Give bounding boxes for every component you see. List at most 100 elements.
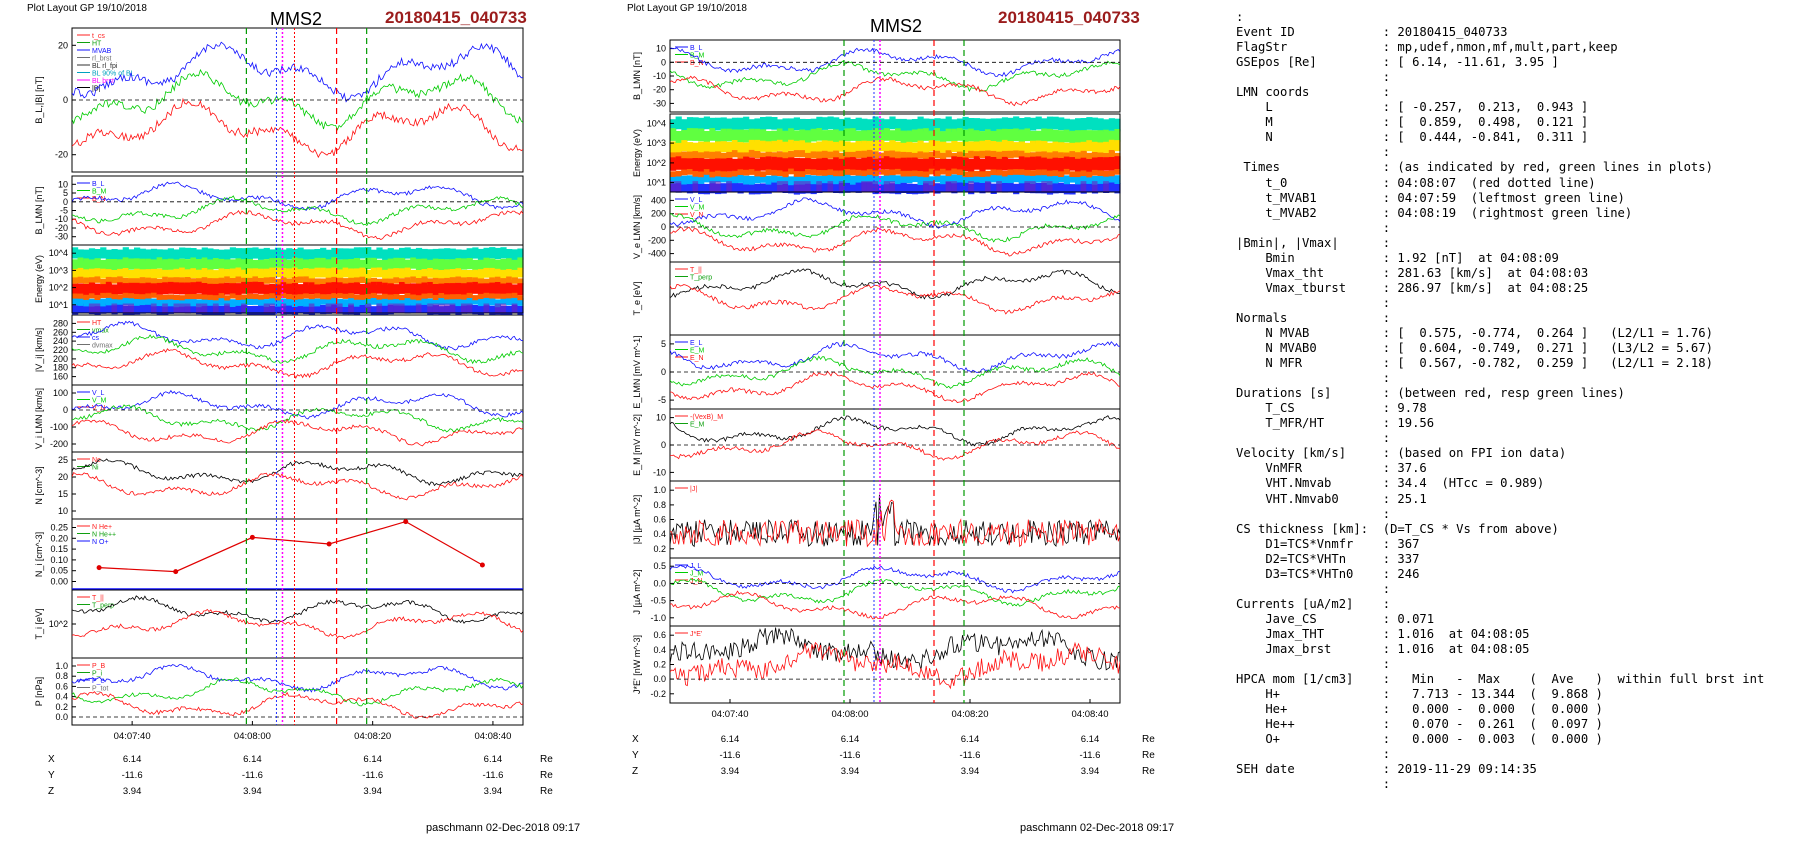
heatmap-cell [415,278,423,285]
heatmap-cell [404,267,411,278]
heatmap-cell [100,259,107,272]
heatmap-cell [105,249,112,261]
heatmap-cell [928,181,935,192]
heatmap-cell [483,278,490,286]
heatmap-cell [844,182,851,193]
heatmap-cell [816,158,823,172]
heatmap-cell [139,277,146,284]
y-tick-label: 0.0 [653,674,666,684]
heatmap-cell [258,294,265,300]
heatmap-cell [100,284,107,296]
heatmap-cell [342,305,349,315]
heatmap-cell [111,249,118,261]
heatmap-cell [1018,169,1025,175]
legend-entry: MVAB [92,48,112,55]
heatmap-cell [280,277,287,284]
heatmap-cell [883,156,890,170]
heatmap-cell [962,116,969,130]
legend-entry: BL 90% of BL [92,71,135,78]
heatmap-cell [207,248,214,260]
heatmap-cell [1063,168,1070,175]
heatmap-cell [805,119,812,132]
y-axis-label: N [cm^-3] [34,466,44,504]
summary-line: CS thickness [km]: (D=T_CS * Vs from abo… [1236,521,1559,536]
heatmap-cell [895,141,902,153]
heatmap-cell [370,306,377,316]
heatmap-cell [681,140,688,152]
heatmap-cell [1075,175,1082,185]
series-line [72,97,523,159]
heatmap-cell [962,174,969,183]
heatmap-cell [833,182,840,193]
summary-line: Velocity [km/s] : (based on FPI ion data… [1236,446,1567,461]
heatmap-cell [715,181,722,192]
heatmap-cell [432,258,439,270]
heatmap-cell [297,304,304,314]
heatmap-cell [399,268,406,279]
heatmap-cell [156,294,163,300]
heatmap-cell [1046,181,1054,192]
heatmap-cell [1013,158,1020,173]
heatmap-cell [489,247,496,259]
heatmap-cell [917,128,924,142]
heatmap-cell [1052,141,1059,153]
legend-entry: P_i [92,671,103,678]
heatmap-cell [224,276,231,283]
heatmap-cell [156,278,163,286]
panel-3: T_e [eV]T_||T_perp [632,261,1121,336]
y-axis-label: T_e [eV] [632,281,642,315]
heatmap-cell [990,169,997,176]
heatmap-cell [968,158,975,173]
heatmap-cell [167,277,174,284]
heatmap-cell [681,181,688,192]
heatmap-cell [393,277,400,284]
heatmap-cell [956,156,964,171]
heatmap-cell [111,297,118,306]
heatmap-cell [399,297,406,306]
footer-credit: paschmann 02-Dec-2018 09:17 [1020,822,1175,834]
heatmap-cell [754,174,761,184]
heatmap-cell [1063,175,1070,185]
series-line [99,520,483,573]
heatmap-cell [906,174,913,184]
heatmap-cell [861,157,868,172]
heatmap-cell [911,157,919,171]
position-value: 3.94 [841,766,860,777]
heatmap-cell [483,303,490,313]
summary-line: Currents [uA/m2] : [1236,596,1391,611]
heatmap-cell [325,277,332,285]
y-tick-label: 0.6 [653,515,666,525]
heatmap-cell [145,304,152,314]
summary-line: He+ : 0.000 - 0.000 ( 0.000 ) [1236,702,1603,717]
heatmap-cell [765,131,772,144]
heatmap-cell [224,297,231,306]
heatmap-cell [945,142,952,154]
y-tick-label: 5 [661,339,666,349]
heatmap-cell [698,117,705,131]
panel-8: 1.00.80.60.40.20.0P [nPa]P_BP_iP_eP_tot [34,657,524,726]
heatmap-cell [404,277,411,284]
y-tick-label: 10^4 [647,118,666,128]
summary-line: t_0 : 04:08:07 (red dotted line) [1236,175,1596,190]
heatmap-cell [827,151,834,159]
heatmap-cell [900,174,907,183]
heatmap-cell [105,292,112,298]
heatmap-cell [201,294,208,300]
heatmap-cell [472,247,479,259]
heatmap-cell [511,277,518,284]
heatmap-cell [765,151,772,159]
summary-line: Jmax_brst : 1.016 at 04:08:05 [1236,641,1530,656]
series-line [72,195,523,227]
heatmap-cell [1024,174,1031,183]
heatmap-cell [1058,117,1065,131]
heatmap-cell [291,283,299,295]
heatmap-cell [743,156,750,171]
legend-entry: rl_brst [92,56,112,63]
heatmap-cell [816,170,823,176]
heatmap-cell [252,268,259,279]
position-value: 3.94 [1081,766,1100,777]
heatmap-cell [827,181,834,192]
heatmap-cell [427,249,434,261]
heatmap-cell [229,278,236,285]
